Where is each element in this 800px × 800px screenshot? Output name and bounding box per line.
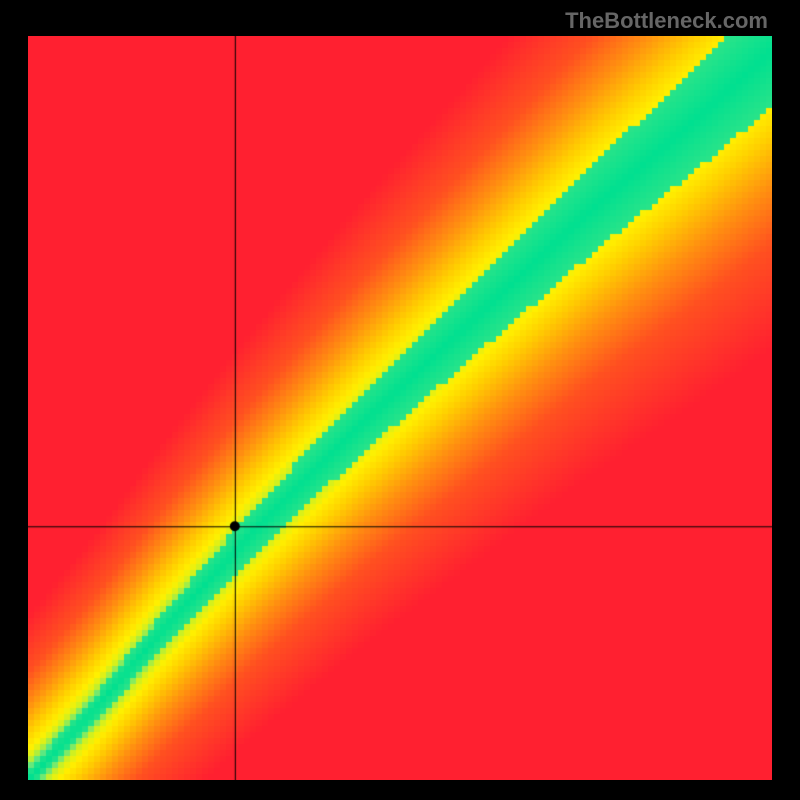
watermark-text: TheBottleneck.com xyxy=(565,8,768,34)
heatmap-canvas xyxy=(28,36,772,780)
